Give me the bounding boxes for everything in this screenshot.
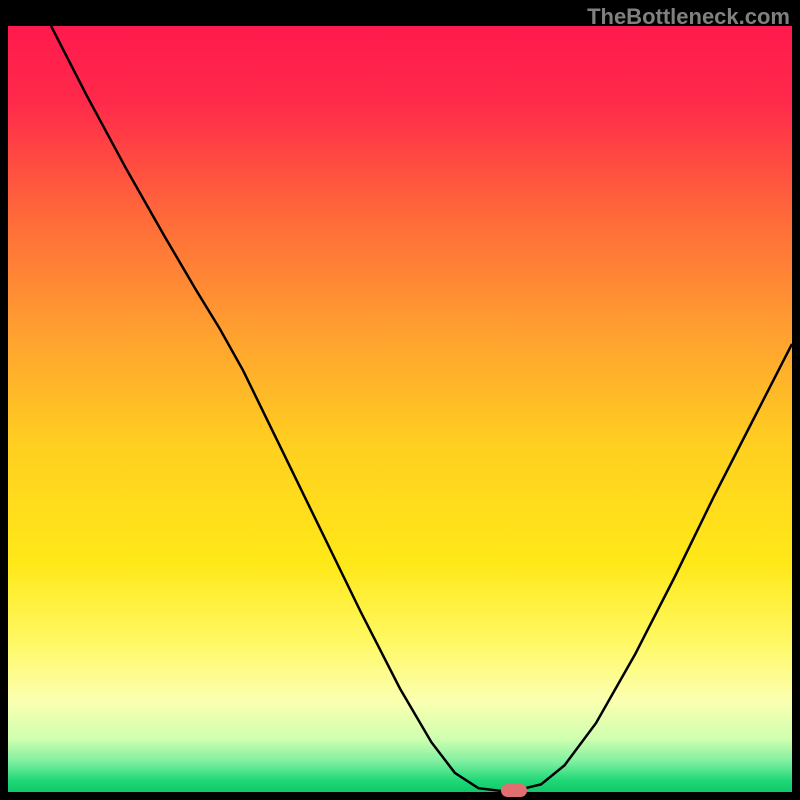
optimal-marker: [501, 784, 527, 797]
bottleneck-curve: [8, 26, 792, 792]
chart-area: [8, 26, 792, 792]
watermark-text: TheBottleneck.com: [587, 4, 790, 30]
